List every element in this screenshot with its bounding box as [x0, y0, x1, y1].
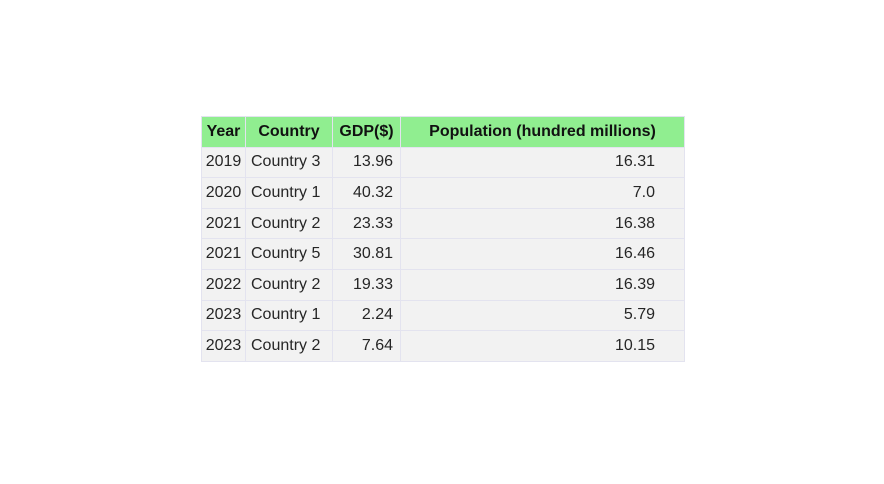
table-header-row: Year Country GDP($) Population (hundred …: [201, 116, 685, 148]
cell-country: Country 2: [245, 330, 333, 362]
data-table-container: Year Country GDP($) Population (hundred …: [201, 116, 685, 362]
cell-year: 2023: [201, 299, 246, 332]
table-row: 2020 Country 1 40.32 7.0: [201, 177, 685, 209]
table-row: 2021 Country 5 30.81 16.46: [201, 238, 685, 270]
cell-country: Country 2: [245, 207, 333, 240]
cell-population: 16.39: [400, 268, 685, 301]
cell-population: 5.79: [400, 299, 685, 332]
table-row: 2023 Country 2 7.64 10.15: [201, 330, 685, 362]
cell-gdp: 2.24: [332, 299, 401, 332]
cell-country: Country 1: [245, 299, 333, 332]
cell-year: 2019: [201, 146, 246, 179]
cell-gdp: 30.81: [332, 238, 401, 270]
cell-gdp: 40.32: [332, 177, 401, 209]
table-row: 2021 Country 2 23.33 16.38: [201, 207, 685, 240]
cell-population: 7.0: [400, 177, 685, 209]
cell-population: 16.38: [400, 207, 685, 240]
cell-population: 16.46: [400, 238, 685, 270]
cell-gdp: 7.64: [332, 330, 401, 362]
cell-year: 2023: [201, 330, 246, 362]
cell-year: 2021: [201, 207, 246, 240]
cell-country: Country 5: [245, 238, 333, 270]
table-row: 2019 Country 3 13.96 16.31: [201, 146, 685, 179]
cell-country: Country 2: [245, 268, 333, 301]
cell-country: Country 3: [245, 146, 333, 179]
cell-population: 10.15: [400, 330, 685, 362]
cell-year: 2021: [201, 238, 246, 270]
cell-gdp: 19.33: [332, 268, 401, 301]
data-table: Year Country GDP($) Population (hundred …: [201, 116, 685, 362]
table-row: 2022 Country 2 19.33 16.39: [201, 268, 685, 301]
cell-gdp: 23.33: [332, 207, 401, 240]
cell-country: Country 1: [245, 177, 333, 209]
header-year: Year: [201, 116, 246, 148]
table-row: 2023 Country 1 2.24 5.79: [201, 299, 685, 332]
header-population: Population (hundred millions): [400, 116, 685, 148]
cell-population: 16.31: [400, 146, 685, 179]
cell-year: 2022: [201, 268, 246, 301]
header-country: Country: [245, 116, 333, 148]
header-gdp: GDP($): [332, 116, 401, 148]
cell-year: 2020: [201, 177, 246, 209]
cell-gdp: 13.96: [332, 146, 401, 179]
